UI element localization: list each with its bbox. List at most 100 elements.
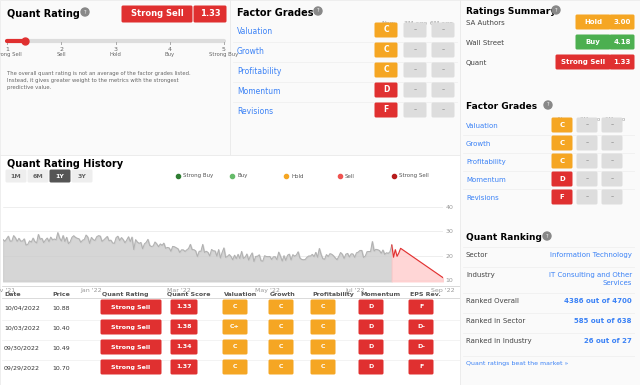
Text: –: –	[413, 27, 417, 32]
Text: ?: ?	[546, 233, 548, 238]
Text: D: D	[369, 365, 374, 370]
Text: 1.33: 1.33	[176, 305, 192, 310]
Text: C: C	[279, 305, 284, 310]
Text: Growth: Growth	[237, 47, 265, 55]
Text: 1: 1	[5, 47, 9, 52]
FancyBboxPatch shape	[408, 320, 433, 335]
Text: 6M ago: 6M ago	[429, 21, 452, 26]
Text: C+: C+	[230, 325, 240, 330]
Text: 1.33: 1.33	[200, 10, 220, 18]
Text: 3Y: 3Y	[77, 174, 86, 179]
FancyBboxPatch shape	[49, 169, 70, 182]
Text: 1Y: 1Y	[56, 174, 65, 179]
Text: –: –	[586, 176, 589, 181]
Text: –: –	[611, 122, 614, 127]
Text: D-: D-	[417, 325, 425, 330]
FancyBboxPatch shape	[310, 300, 335, 315]
Text: –: –	[611, 141, 614, 146]
Text: Quant Score: Quant Score	[167, 292, 211, 297]
Text: 3.00: 3.00	[613, 19, 630, 25]
Text: C: C	[233, 365, 237, 370]
FancyBboxPatch shape	[577, 154, 598, 169]
Text: 3: 3	[113, 47, 118, 52]
FancyBboxPatch shape	[100, 360, 161, 375]
Text: Momentum: Momentum	[466, 177, 506, 183]
FancyBboxPatch shape	[403, 62, 426, 77]
Text: C: C	[233, 345, 237, 350]
Text: Hold: Hold	[584, 19, 602, 25]
Text: Profitability: Profitability	[466, 159, 506, 165]
FancyBboxPatch shape	[100, 320, 161, 335]
Text: D: D	[369, 305, 374, 310]
Text: D: D	[383, 85, 389, 94]
Text: Revisions: Revisions	[466, 195, 499, 201]
FancyBboxPatch shape	[552, 154, 573, 169]
Text: –: –	[586, 122, 589, 127]
FancyBboxPatch shape	[577, 136, 598, 151]
Text: 4.18: 4.18	[613, 39, 631, 45]
FancyBboxPatch shape	[374, 82, 397, 97]
Text: Strong Sell: Strong Sell	[111, 365, 150, 370]
Text: Ranked in Industry: Ranked in Industry	[466, 338, 532, 344]
FancyBboxPatch shape	[374, 22, 397, 37]
Text: Factor Grades: Factor Grades	[237, 8, 314, 18]
Text: –: –	[586, 194, 589, 199]
Text: 09/29/2022: 09/29/2022	[4, 365, 40, 370]
Text: 3M ago: 3M ago	[404, 21, 428, 26]
Text: Quant Rating History: Quant Rating History	[7, 159, 123, 169]
FancyBboxPatch shape	[223, 360, 248, 375]
FancyBboxPatch shape	[100, 300, 161, 315]
Text: Ratings Summary: Ratings Summary	[466, 7, 556, 16]
Text: 2: 2	[60, 47, 63, 52]
Circle shape	[544, 101, 552, 109]
Text: C: C	[279, 365, 284, 370]
Text: Wall Street: Wall Street	[466, 40, 504, 46]
Text: 10/04/2022: 10/04/2022	[4, 306, 40, 310]
Text: 4: 4	[168, 47, 172, 52]
Text: C: C	[233, 305, 237, 310]
FancyBboxPatch shape	[577, 117, 598, 132]
Text: C: C	[383, 25, 389, 35]
Circle shape	[552, 6, 560, 14]
FancyBboxPatch shape	[602, 136, 623, 151]
Text: D: D	[369, 345, 374, 350]
Text: 1M: 1M	[11, 174, 21, 179]
FancyBboxPatch shape	[609, 35, 634, 50]
Text: –: –	[586, 159, 589, 164]
Text: Profitability: Profitability	[312, 292, 354, 297]
FancyBboxPatch shape	[602, 189, 623, 204]
Text: Buy: Buy	[237, 174, 248, 179]
FancyBboxPatch shape	[408, 300, 433, 315]
FancyBboxPatch shape	[374, 102, 397, 117]
FancyBboxPatch shape	[269, 320, 294, 335]
Text: 1.33: 1.33	[613, 59, 630, 65]
Text: –: –	[586, 141, 589, 146]
Text: Price: Price	[52, 292, 70, 297]
FancyBboxPatch shape	[403, 102, 426, 117]
Text: –: –	[413, 87, 417, 92]
Text: C: C	[321, 365, 325, 370]
Text: C: C	[279, 325, 284, 330]
FancyBboxPatch shape	[100, 340, 161, 355]
Text: Ranked Overall: Ranked Overall	[466, 298, 519, 304]
Text: 4386 out of 4700: 4386 out of 4700	[564, 298, 632, 304]
Text: Strong Sell: Strong Sell	[131, 10, 184, 18]
Text: 10/03/2022: 10/03/2022	[4, 325, 40, 330]
Text: F: F	[419, 365, 423, 370]
FancyBboxPatch shape	[72, 169, 93, 182]
Text: Date: Date	[4, 292, 20, 297]
Text: Strong Sell: Strong Sell	[0, 52, 21, 57]
Text: Quant Rating: Quant Rating	[7, 9, 80, 19]
FancyBboxPatch shape	[310, 340, 335, 355]
Text: Quant ratings beat the market »: Quant ratings beat the market »	[466, 361, 568, 366]
Text: F: F	[383, 105, 388, 114]
Text: D-: D-	[417, 345, 425, 350]
FancyBboxPatch shape	[310, 360, 335, 375]
FancyBboxPatch shape	[552, 117, 573, 132]
Bar	[460, 0, 640, 385]
Text: C: C	[321, 325, 325, 330]
Text: C: C	[383, 65, 389, 75]
FancyBboxPatch shape	[431, 22, 454, 37]
Text: Valuation: Valuation	[466, 123, 499, 129]
Text: Profitability: Profitability	[237, 67, 282, 75]
